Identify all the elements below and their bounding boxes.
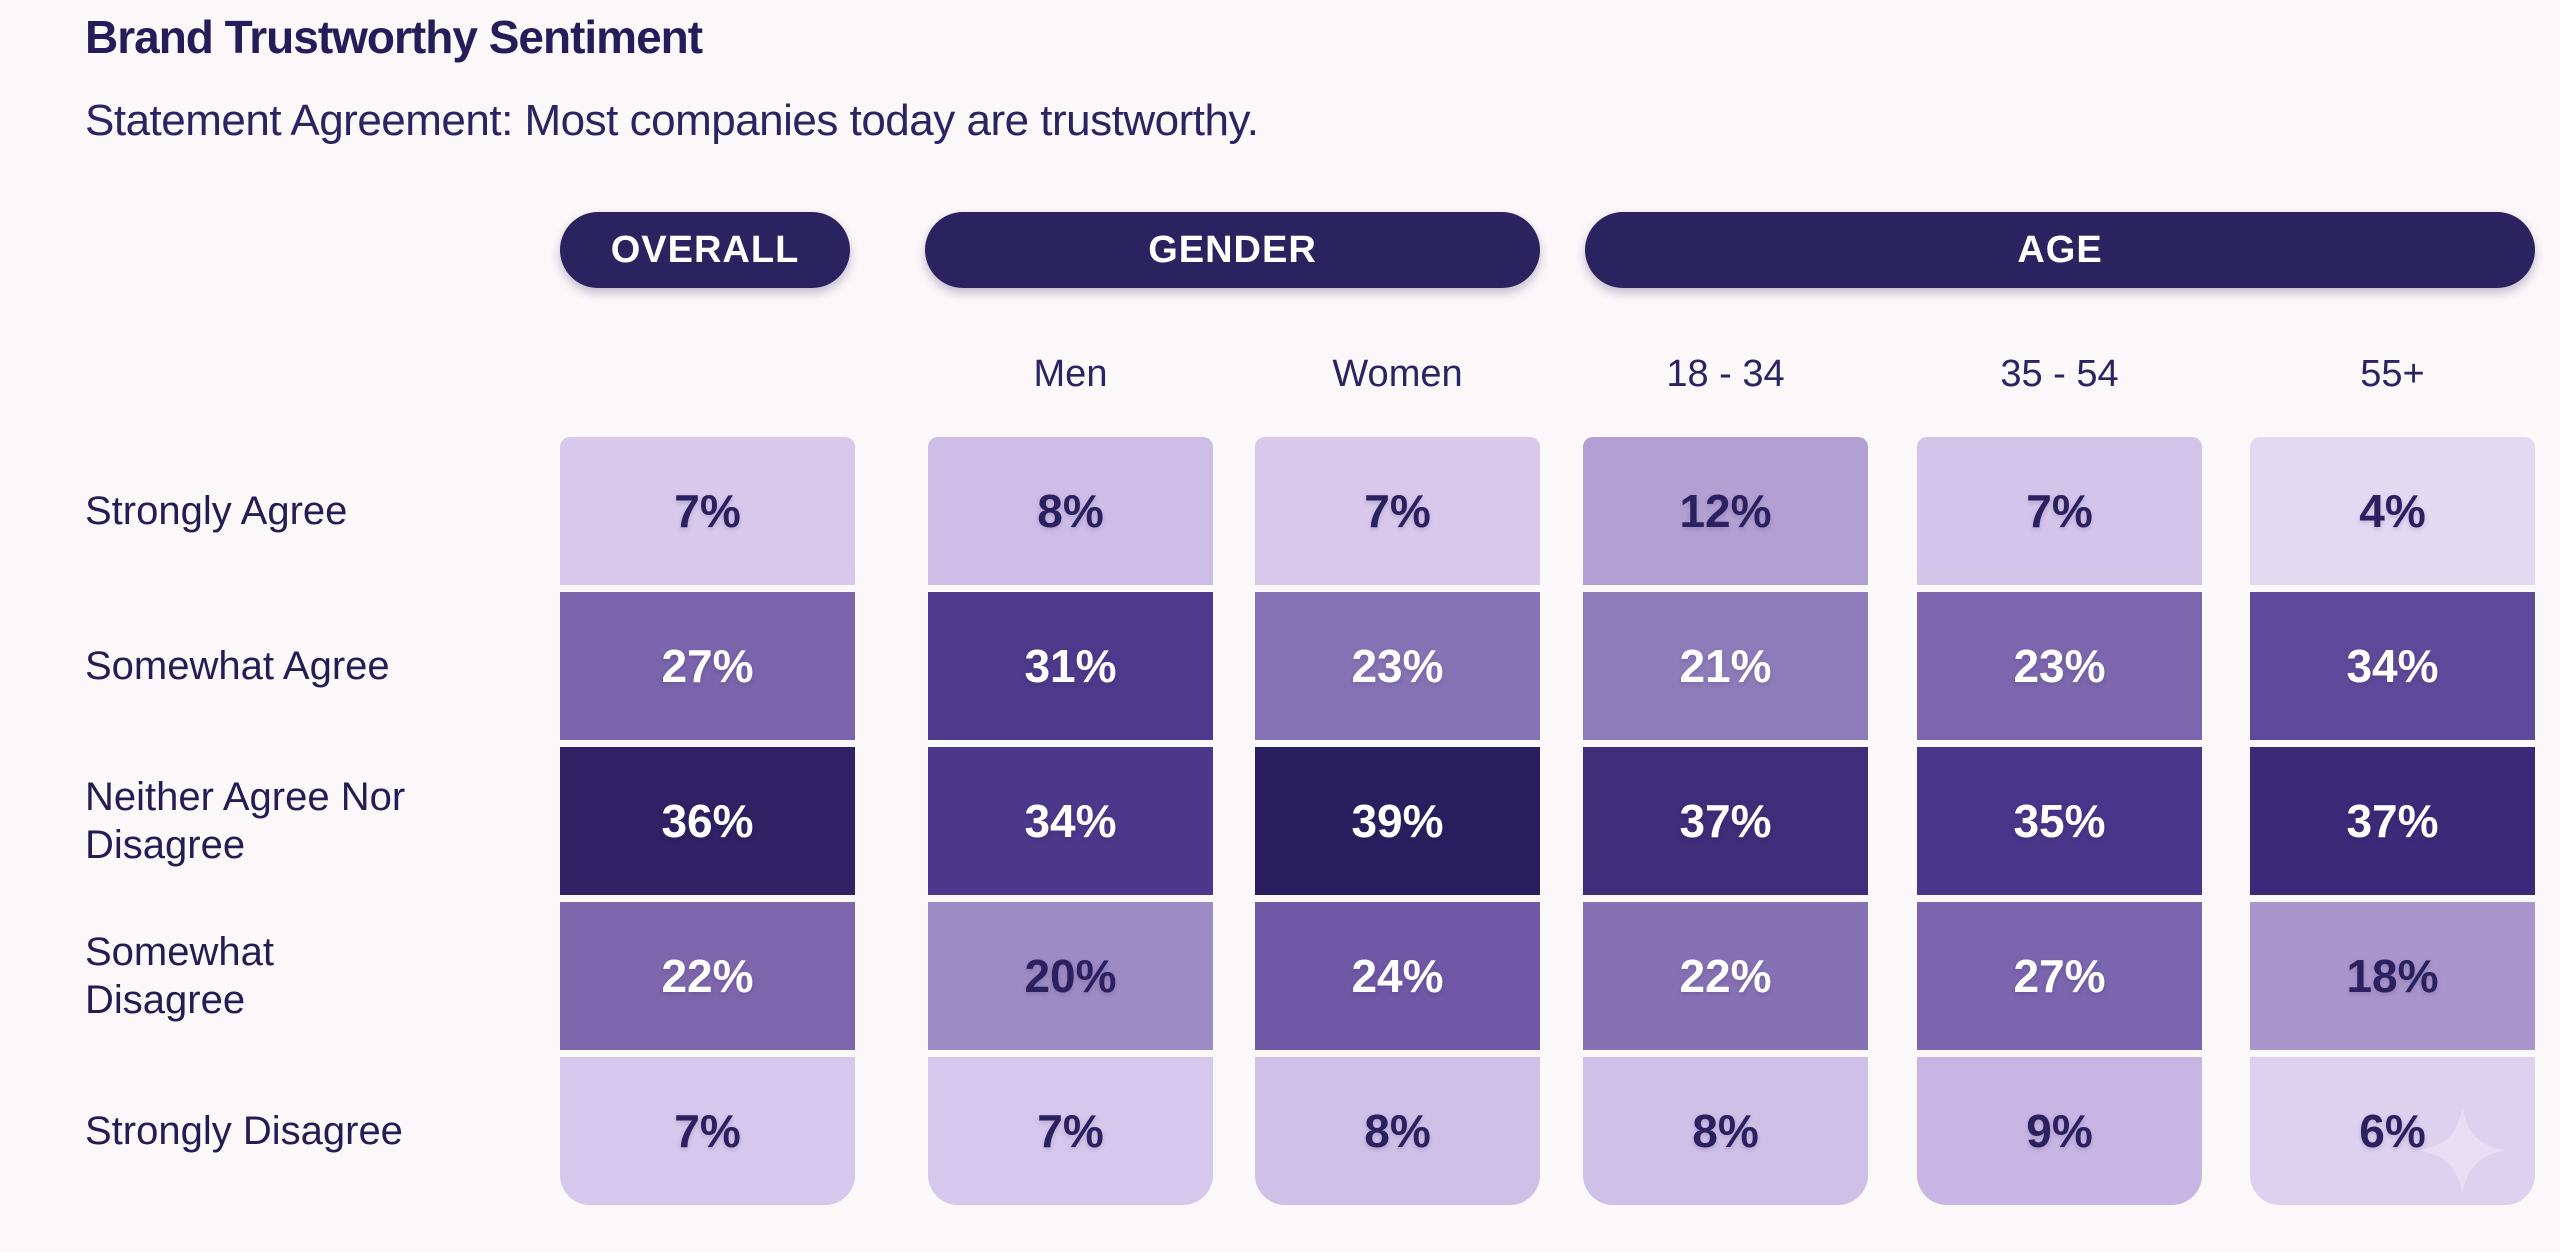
heatmap-cell-neither-women: 39% [1255, 747, 1540, 895]
heatmap-cell-somewhat-disagree-men: 20% [928, 902, 1213, 1050]
heatmap-cell-neither-35-54: 35% [1917, 747, 2202, 895]
heatmap-cell-strongly-agree-men: 8% [928, 437, 1213, 585]
column-header-55plus: 55+ [2360, 352, 2425, 395]
row-label-strongly-agree: Strongly Agree [85, 489, 348, 533]
heatmap-cell-strongly-disagree-55plus: 6% [2250, 1057, 2535, 1205]
column-group-pill-age: AGE [1585, 212, 2535, 288]
heatmap-cell-somewhat-agree-35-54: 23% [1917, 592, 2202, 740]
heatmap-cell-somewhat-agree-men: 31% [928, 592, 1213, 740]
row-label-strongly-disagree: Strongly Disagree [85, 1109, 403, 1153]
heatmap-cell-strongly-agree-overall: 7% [560, 437, 855, 585]
heatmap-cell-strongly-disagree-35-54: 9% [1917, 1057, 2202, 1205]
column-header-18-34: 18 - 34 [1666, 352, 1785, 395]
heatmap-cell-neither-55plus: 37% [2250, 747, 2535, 895]
heatmap-cell-strongly-agree-35-54: 7% [1917, 437, 2202, 585]
heatmap-cell-strongly-agree-women: 7% [1255, 437, 1540, 585]
heatmap-cell-somewhat-agree-18-34: 21% [1583, 592, 1868, 740]
heatmap-cell-somewhat-agree-women: 23% [1255, 592, 1540, 740]
heatmap-cell-somewhat-agree-55plus: 34% [2250, 592, 2535, 740]
column-header-35-54: 35 - 54 [2000, 352, 2119, 395]
page-title: Brand Trustworthy Sentiment [85, 11, 703, 63]
heatmap-cell-somewhat-agree-overall: 27% [560, 592, 855, 740]
heatmap-cell-strongly-disagree-18-34: 8% [1583, 1057, 1868, 1205]
heatmap-cell-strongly-disagree-men: 7% [928, 1057, 1213, 1205]
column-group-pill-overall: OVERALL [560, 212, 850, 288]
column-group-pill-gender: GENDER [925, 212, 1540, 288]
heatmap-cell-neither-overall: 36% [560, 747, 855, 895]
row-label-neither-agree-nor-disagree: Neither Agree Nor Disagree [85, 775, 406, 867]
heatmap-cell-strongly-disagree-overall: 7% [560, 1057, 855, 1205]
heatmap-cell-somewhat-disagree-women: 24% [1255, 902, 1540, 1050]
heatmap-cell-somewhat-disagree-55plus: 18% [2250, 902, 2535, 1050]
row-label-somewhat-agree: Somewhat Agree [85, 644, 390, 688]
heatmap-cell-neither-18-34: 37% [1583, 747, 1868, 895]
column-header-men: Men [1033, 352, 1108, 395]
heatmap-cell-strongly-agree-55plus: 4% [2250, 437, 2535, 585]
row-label-somewhat-disagree: Somewhat Disagree [85, 930, 274, 1022]
heatmap-cell-somewhat-disagree-18-34: 22% [1583, 902, 1868, 1050]
heatmap-cell-neither-men: 34% [928, 747, 1213, 895]
heatmap-cell-somewhat-disagree-35-54: 27% [1917, 902, 2202, 1050]
heatmap-cell-somewhat-disagree-overall: 22% [560, 902, 855, 1050]
page-subtitle: Statement Agreement: Most companies toda… [85, 96, 1259, 145]
column-header-women: Women [1332, 352, 1463, 395]
heatmap-cell-strongly-disagree-women: 8% [1255, 1057, 1540, 1205]
heatmap-cell-strongly-agree-18-34: 12% [1583, 437, 1868, 585]
